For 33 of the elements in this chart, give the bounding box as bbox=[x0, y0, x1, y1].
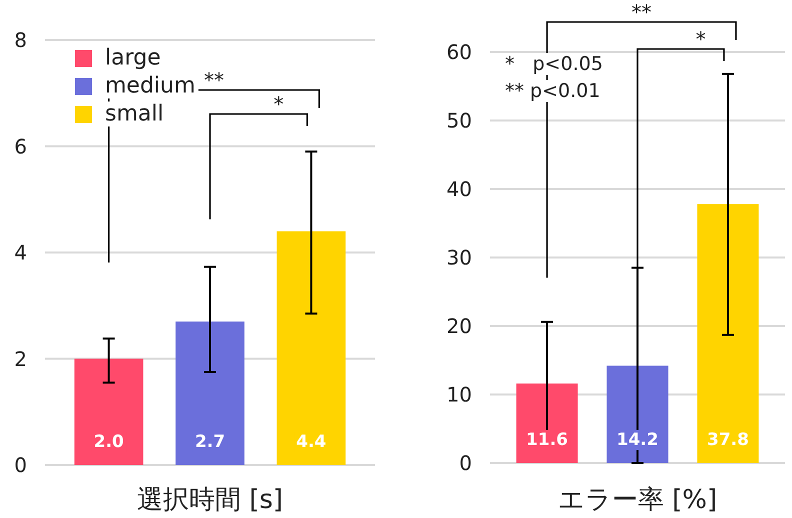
text: ** bbox=[632, 0, 652, 24]
annotation: * bbox=[274, 92, 284, 116]
y-tick-label: 0 bbox=[459, 451, 472, 475]
bar bbox=[697, 204, 759, 463]
y-tick-label: 60 bbox=[446, 40, 472, 64]
x-axis-title: エラー率 [%] bbox=[558, 485, 718, 515]
data-label: 14.2 bbox=[616, 430, 658, 450]
legend-label: small bbox=[105, 102, 164, 126]
data-label: 11.6 bbox=[526, 430, 568, 450]
bar bbox=[74, 358, 144, 465]
x-axis-title: 選択時間 [s] bbox=[136, 485, 284, 515]
legend-label: medium bbox=[105, 74, 196, 98]
annotation: ** p<0.01 bbox=[505, 80, 600, 102]
bar bbox=[276, 231, 346, 465]
y-tick-label: 20 bbox=[446, 314, 472, 338]
y-tick-label: 10 bbox=[446, 382, 472, 406]
y-tick-label: 8 bbox=[14, 28, 27, 52]
y-tick-label: 6 bbox=[14, 134, 27, 158]
bar bbox=[176, 322, 244, 465]
data-label: 4.4 bbox=[296, 432, 326, 452]
annotation: ** bbox=[204, 68, 224, 92]
y-tick-label: 40 bbox=[446, 177, 472, 201]
y-tick-label: 50 bbox=[446, 108, 472, 132]
y-tick-label: 4 bbox=[14, 240, 27, 264]
text: * bbox=[696, 27, 706, 51]
y-tick-label: 0 bbox=[14, 453, 27, 477]
y-tick-label: 30 bbox=[446, 246, 472, 270]
data-label: 2.0 bbox=[94, 432, 124, 452]
data-label: 37.8 bbox=[706, 430, 749, 450]
annotation: * p<0.05 bbox=[505, 53, 603, 75]
y-tick-label: 2 bbox=[14, 346, 27, 371]
data-label: 2.7 bbox=[194, 432, 226, 452]
legend-label: large bbox=[105, 46, 161, 70]
